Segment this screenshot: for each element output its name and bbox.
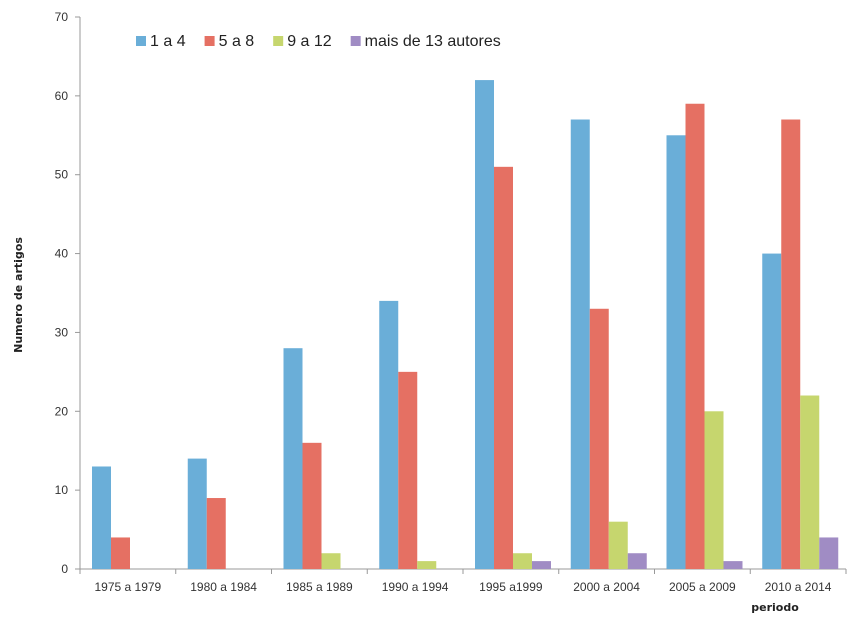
- y-tick-label: 70: [55, 10, 69, 24]
- y-tick-label: 60: [55, 89, 69, 103]
- y-tick-label: 40: [55, 247, 69, 261]
- bar: [283, 348, 303, 569]
- legend-swatch: [350, 36, 361, 46]
- bar: [302, 442, 322, 569]
- legend-label: 1 a 4: [150, 33, 186, 50]
- bar: [494, 166, 513, 570]
- bar: [417, 561, 437, 569]
- x-tick-label: 1980 a 1984: [190, 580, 257, 594]
- legend-label: 5 a 8: [219, 33, 255, 50]
- y-tick-label: 10: [55, 483, 69, 497]
- x-tick-label: 2005 a 2009: [669, 580, 736, 594]
- bar: [475, 80, 494, 569]
- x-tick-label: 2000 a 2004: [573, 580, 640, 594]
- legend: 1 a 4 5 a 8 9 a 12 mais de 13 autores: [136, 33, 501, 50]
- y-axis-title: Numero de artigos: [12, 237, 25, 353]
- x-tick-label: 1990 a 1994: [382, 580, 449, 594]
- bar: [398, 371, 418, 569]
- bar: [532, 561, 551, 569]
- x-axis-title: periodo: [751, 601, 799, 614]
- legend-label: 9 a 12: [287, 33, 332, 50]
- bar: [379, 300, 399, 569]
- bar: [513, 553, 532, 569]
- y-tick-label: 50: [55, 168, 69, 182]
- bar: [608, 521, 628, 569]
- y-axis-ticks: 0 10 20 30 40 50 60 70: [55, 10, 80, 576]
- x-tick-label: 1995 a1999: [479, 580, 543, 594]
- bar: [762, 253, 782, 570]
- bar: [321, 553, 341, 569]
- y-tick-label: 20: [55, 404, 69, 418]
- bar: [685, 103, 705, 569]
- legend-label: mais de 13 autores: [365, 33, 501, 50]
- bar: [111, 537, 130, 569]
- bar: [723, 561, 743, 569]
- bar: [704, 411, 724, 569]
- bar: [187, 458, 207, 569]
- bar: [570, 119, 590, 569]
- bar: [819, 537, 839, 569]
- bar: [666, 135, 686, 570]
- legend-swatch: [204, 36, 215, 46]
- bar: [206, 498, 226, 569]
- x-axis-ticks: 1975 a 1979 1980 a 1984 1985 a 1989 1990 a …: [79, 569, 847, 594]
- legend-swatch: [136, 36, 146, 46]
- y-tick-label: 30: [55, 325, 69, 339]
- bar: [627, 553, 647, 569]
- y-tick-label: 0: [61, 562, 68, 576]
- legend-swatch: [273, 36, 284, 46]
- bar: [781, 119, 801, 569]
- x-tick-label: 2010 a 2014: [765, 580, 832, 594]
- x-tick-label: 1975 a 1979: [95, 580, 162, 594]
- x-tick-label: 1985 a 1989: [286, 580, 353, 594]
- bar: [92, 466, 111, 569]
- bar: [589, 308, 609, 569]
- bar: [800, 395, 820, 569]
- bars: [92, 80, 839, 570]
